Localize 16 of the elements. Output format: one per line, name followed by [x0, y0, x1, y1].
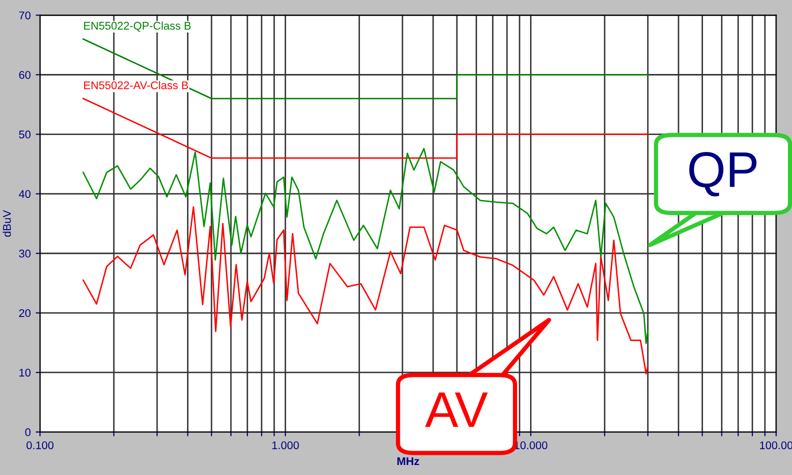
y-tick-label: 40: [18, 190, 31, 198]
x-axis-title: MHz: [397, 457, 420, 466]
y-tick-label: 50: [19, 130, 31, 138]
series-label: EN55022-AV-Class B: [84, 81, 188, 90]
x-tick-label: 1.000: [272, 441, 299, 450]
y-tick-label: 30: [19, 250, 31, 258]
x-tick-label: 0.100: [26, 441, 54, 450]
y-tick-label: 0: [25, 428, 31, 436]
series-label: EN55022-QP-Class B: [84, 22, 191, 32]
annotation: QP: [689, 152, 756, 196]
y-tick-label: 10: [19, 368, 31, 377]
y-axis-title: dBuV: [2, 210, 11, 237]
y-tick-label: 60: [19, 71, 31, 79]
y-tick-label: 70: [19, 11, 31, 20]
annotation: AV: [425, 392, 488, 427]
y-tick-label: 20: [19, 309, 31, 318]
